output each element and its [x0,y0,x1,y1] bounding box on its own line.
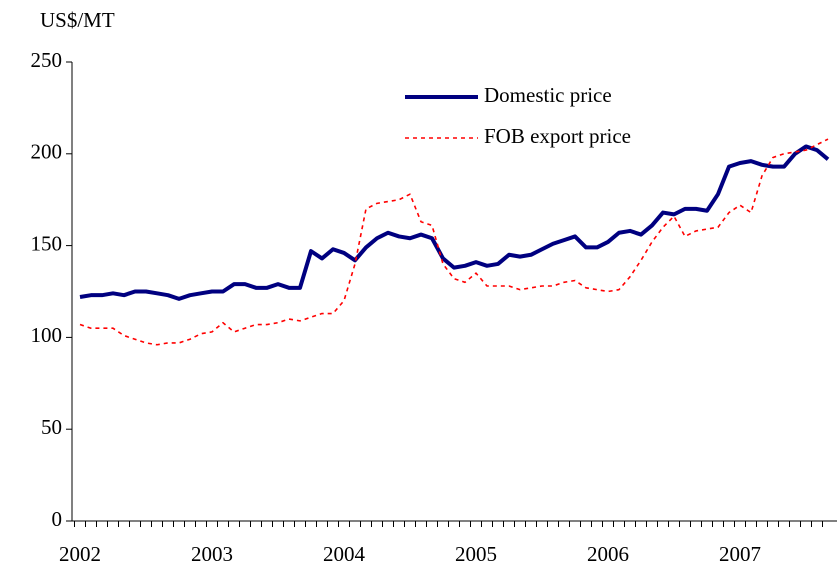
x-tick-label: 2007 [719,542,761,566]
y-tick-label: 0 [52,507,63,531]
legend-label: Domestic price [484,83,612,107]
y-tick-label: 50 [41,415,62,439]
x-tick-label: 2006 [587,542,629,566]
x-tick-label: 2002 [59,542,101,566]
x-tick-label: 2005 [455,542,497,566]
y-tick-label: 100 [31,323,63,347]
x-tick-label: 2004 [323,542,366,566]
y-tick-label: 150 [31,231,63,255]
series-line [79,138,829,346]
y-tick-label: 250 [31,48,63,72]
y-axis-label: US$/MT [40,8,115,32]
legend-label: FOB export price [484,124,631,148]
series-line [79,144,830,301]
y-tick-label: 200 [31,140,63,164]
x-tick-label: 2003 [191,542,233,566]
